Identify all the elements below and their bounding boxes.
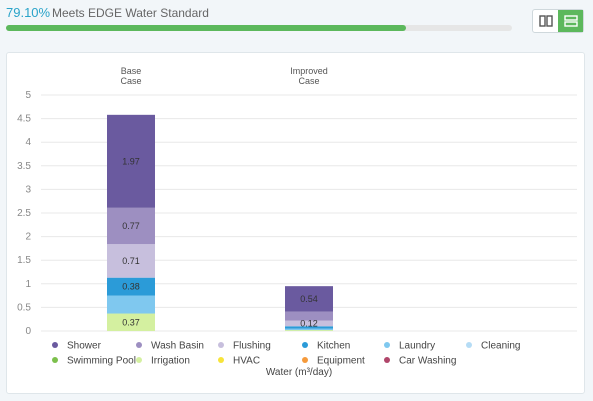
bar-segment [107, 313, 155, 331]
bar-segment [107, 114, 155, 208]
y-tick-label: 3 [25, 184, 31, 195]
legend-label: Car Washing [399, 356, 456, 367]
data-label: 0.37 [122, 317, 140, 327]
y-tick-label: 3.5 [17, 161, 31, 172]
bar-segment [285, 326, 333, 329]
legend-swatch [218, 342, 224, 348]
y-tick-label: 2.5 [17, 208, 31, 219]
bar-segment [285, 330, 333, 331]
rows-view-button[interactable] [558, 10, 583, 32]
standard-percent: 79.10% [6, 5, 51, 20]
legend-label: HVAC [233, 356, 260, 367]
category-label: Case [120, 76, 141, 86]
standard-header: 79.10% Meets EDGE Water Standard [0, 0, 593, 52]
bar-segment [285, 328, 333, 331]
data-label: 0.71 [122, 256, 140, 266]
y-tick-label: 5 [25, 90, 31, 101]
data-label: 1.97 [122, 156, 140, 166]
legend-label: Irrigation [151, 356, 190, 367]
data-label: 0.38 [122, 282, 140, 292]
bar-segment [285, 311, 333, 321]
y-tick-label: 1 [25, 279, 31, 290]
legend-label: Swimming Pool [67, 356, 136, 367]
legend-swatch [136, 357, 142, 363]
legend-swatch [52, 342, 58, 348]
y-tick-label: 1.5 [17, 255, 31, 266]
bar-segment [107, 207, 155, 245]
chart-panel: 0 0.5 1 1.5 2 2.5 3 3.5 4 4.5 5 Base Case Improved Cas… [6, 52, 585, 394]
legend-swatch [302, 342, 308, 348]
legend-swatch [384, 357, 390, 363]
bar-segment [285, 286, 333, 312]
y-tick-label: 4 [25, 137, 31, 148]
data-label: 0.77 [122, 221, 140, 231]
y-tick-label: 0.5 [17, 302, 31, 313]
standard-progress-bar [6, 25, 512, 31]
y-tick-label: 4.5 [17, 114, 31, 125]
y-tick-label: 2 [25, 232, 31, 243]
legend-swatch [466, 342, 472, 348]
legend-swatch [302, 357, 308, 363]
data-label: 0.12 [300, 318, 318, 328]
standard-percent-label: Meets EDGE Water Standard [52, 6, 209, 20]
category-label: Improved [290, 66, 328, 76]
legend-label: Wash Basin [151, 341, 204, 352]
standard-progress-fill [6, 25, 407, 31]
legend-label: Laundry [399, 341, 435, 352]
bar-segment [107, 244, 155, 278]
legend-swatch [218, 357, 224, 363]
legend-swatch [52, 357, 58, 363]
legend-label: Shower [67, 341, 102, 352]
x-axis-label: Water (m³/day) [266, 367, 332, 378]
columns-view-button[interactable] [533, 10, 558, 32]
data-label: 0.54 [300, 294, 318, 304]
rows-icon [563, 15, 578, 27]
view-toggle [532, 9, 584, 33]
bar-segment [107, 295, 155, 314]
legend-label: Equipment [317, 356, 365, 367]
legend-label: Kitchen [317, 341, 350, 352]
category-label: Base [121, 66, 142, 76]
bar-segment [285, 320, 333, 327]
y-tick-label: 0 [25, 326, 31, 337]
category-label: Case [298, 76, 319, 86]
columns-icon [538, 15, 553, 27]
legend-label: Flushing [233, 341, 271, 352]
water-chart: 00.511.522.533.544.55BaseCaseImprovedCas… [17, 66, 577, 378]
bar-segment [107, 277, 155, 296]
legend-swatch [384, 342, 390, 348]
legend-swatch [136, 342, 142, 348]
legend-label: Cleaning [481, 341, 520, 352]
